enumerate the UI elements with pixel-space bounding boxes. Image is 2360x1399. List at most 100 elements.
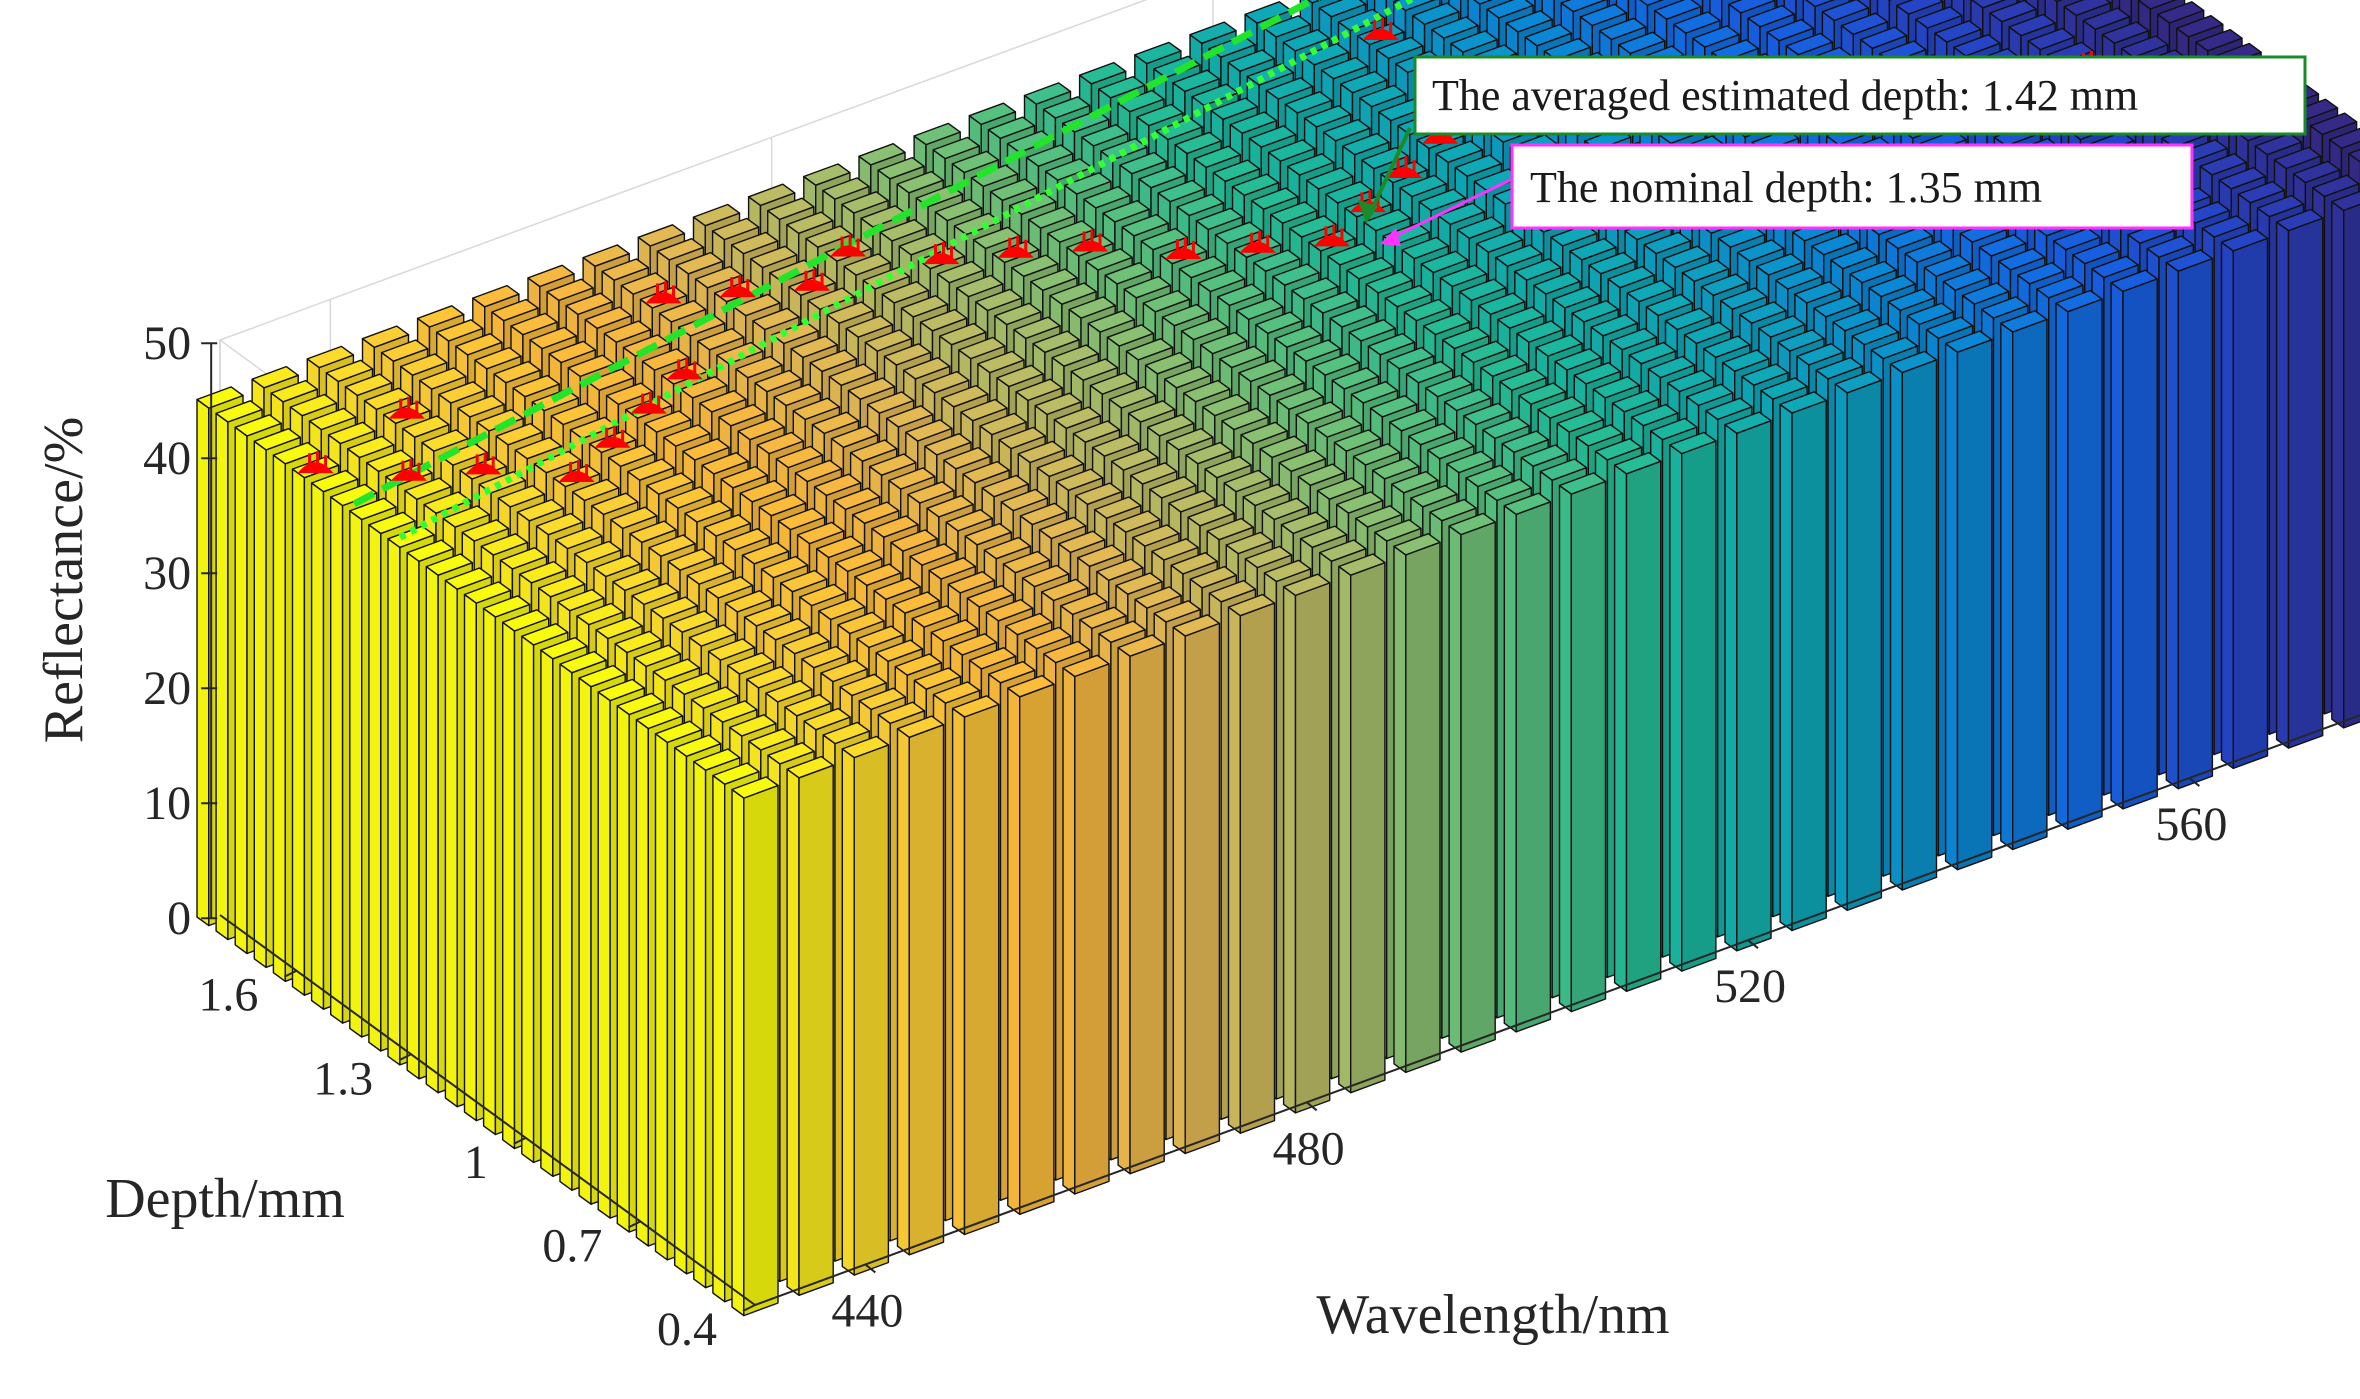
bar-top-face [1422,312,1471,336]
bar-top-face [1113,510,1161,533]
bar-top-face [608,444,656,467]
bar-top-face [1653,0,1702,20]
bar-left-face [712,774,726,1303]
bar-top-face [586,368,635,391]
bar-top-face [941,384,989,408]
bar-top-face [548,340,596,364]
bar-top-face [1295,401,1344,424]
bar-top-face [572,478,620,502]
bar-top-face [898,232,947,256]
bar-top-face [1501,430,1549,453]
bar-top-face [839,673,887,697]
bar-top-face [631,582,679,606]
bar-top-face [1796,343,1844,366]
bar-top-face [1702,335,1751,358]
bar-top-face [559,650,607,674]
bar [1062,654,1110,1195]
bar-top-face [750,245,798,269]
bar-top-face [813,473,862,497]
bar [2055,289,2103,830]
bar-top-face [457,395,505,418]
bar-top-face [988,660,1036,684]
bar [1944,330,1993,871]
bar-top-face [1314,415,1363,438]
wavelength-tick-label: 440 [831,1284,903,1337]
bar-top-face [1997,247,2046,271]
bar-top-face [2101,21,2150,44]
bar-left-face [674,747,688,1275]
bar-top-face [654,720,703,744]
bar-top-face [1448,512,1496,536]
bar-top-face [843,253,891,276]
bar-top-face [710,700,758,723]
bar-top-face [1013,316,1061,340]
bar-top-face [1117,89,1165,113]
bar-top-face [1019,502,1068,526]
bar-front-face [853,744,890,1276]
bar [1724,411,1772,952]
bar-top-face [1484,478,1533,502]
bar-top-face [1127,400,1176,423]
depth-axis-line [219,914,756,1306]
bar-top-face [694,265,743,289]
bar-top-face [669,610,718,633]
bar-top-face [841,191,889,214]
bar-left-face [463,593,477,1122]
bar-top-face [675,251,724,275]
wavelength-tick-label: 560 [2155,798,2227,851]
bar-top-face [737,417,785,441]
bar-top-face [1157,179,1206,203]
bar-top-face [1176,193,1225,217]
bar-top-face [1556,410,1605,433]
bar-top-face [896,170,944,194]
bar-top-face [712,762,760,785]
bar [1613,451,1662,992]
bar-top-face [1121,213,1169,237]
bar-top-face [1348,319,1397,342]
bar-top-face [1034,392,1083,416]
bar-top-face [1055,468,1104,491]
bar-top-face [1664,307,1713,331]
bar-top-face [1717,225,1766,248]
bar-left-face [731,788,745,1317]
bar-top-face [1375,36,1424,60]
depth-marker [719,275,756,298]
bar-top-face [1611,389,1660,413]
bar [786,755,834,1297]
bar-top-face [1970,0,2006,9]
bar-top-face [1431,16,1479,39]
bar-top-face [1686,383,1734,407]
bar-top-face [1465,464,1513,488]
bar [1558,472,1607,1013]
bar-top-face [1766,18,1815,42]
bar-top-face [578,664,626,688]
bar-top-face [610,506,658,530]
bar-top-face [1934,20,1982,43]
bar-top-face [1306,166,1354,190]
bar-top-face [1533,272,1581,295]
bar-top-face [349,497,397,521]
bar-front-face [1349,561,1386,1094]
nominal-depth-line [398,0,1418,541]
depth-marker [594,425,631,448]
bar-top-face [1108,386,1157,409]
bar-top-face [1456,216,1505,240]
bar-front-face [1460,521,1496,1053]
bar-top-face [690,686,739,709]
bar-left-face [330,496,344,1024]
bar-top-face [949,633,998,656]
bar-top-face [701,452,749,475]
bar-top-face [1102,199,1150,223]
bar-top-face [1834,370,1883,394]
bar-top-face [2275,208,2324,232]
bar-top-face [1153,600,1202,623]
bar-top-face [1227,593,1276,617]
bar-top-face [985,598,1034,622]
bar-top-face [1662,245,1711,269]
bar-top-face [2195,28,2243,52]
depth-marker [1072,229,1109,252]
bar-top-face [1739,301,1787,324]
bar-top-face [474,346,522,370]
bar-top-face [1524,23,1573,47]
bar-top-face [1374,519,1422,542]
